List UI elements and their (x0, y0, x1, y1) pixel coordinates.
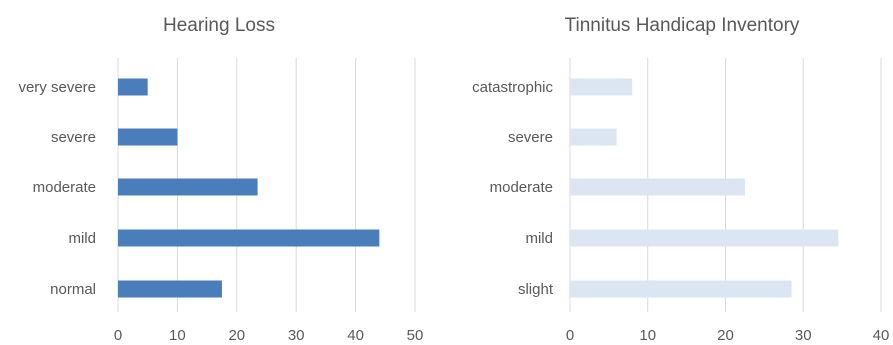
bar (570, 128, 617, 146)
category-label: severe (51, 129, 96, 146)
hearing-loss-chart: Hearing Loss 0 10 20 30 40 50 very severe sever… (18, 15, 423, 344)
x-tick-label: 30 (795, 327, 812, 344)
x-tick-label: 40 (873, 327, 890, 344)
x-tick-label: 30 (288, 327, 305, 344)
tinnitus-handicap-chart: Tinnitus Handicap Inventory 0 10 20 30 40 cat… (472, 15, 889, 344)
category-label: catastrophic (472, 79, 553, 96)
bar (570, 178, 745, 196)
x-tick-label: 20 (717, 327, 734, 344)
x-tick-label: 0 (566, 327, 574, 344)
bar (118, 178, 258, 196)
bar (118, 229, 380, 247)
category-label: severe (508, 129, 553, 146)
category-label: moderate (490, 179, 553, 196)
bar (570, 229, 839, 247)
chart-title: Tinnitus Handicap Inventory (565, 15, 800, 36)
bar (118, 280, 222, 298)
category-label: slight (518, 281, 554, 298)
category-label: mild (525, 230, 553, 247)
bar (570, 280, 792, 298)
category-label: normal (50, 281, 96, 298)
chart-title: Hearing Loss (163, 15, 275, 36)
x-tick-label: 10 (639, 327, 656, 344)
bar (570, 78, 633, 96)
bar (118, 78, 148, 96)
x-tick-label: 10 (169, 327, 186, 344)
x-tick-label: 50 (407, 327, 424, 344)
category-label: mild (68, 230, 96, 247)
x-tick-label: 0 (114, 327, 122, 344)
x-tick-label: 40 (347, 327, 364, 344)
bar (118, 128, 178, 146)
x-tick-label: 20 (228, 327, 245, 344)
category-label: very severe (18, 79, 96, 96)
category-label: moderate (33, 179, 96, 196)
